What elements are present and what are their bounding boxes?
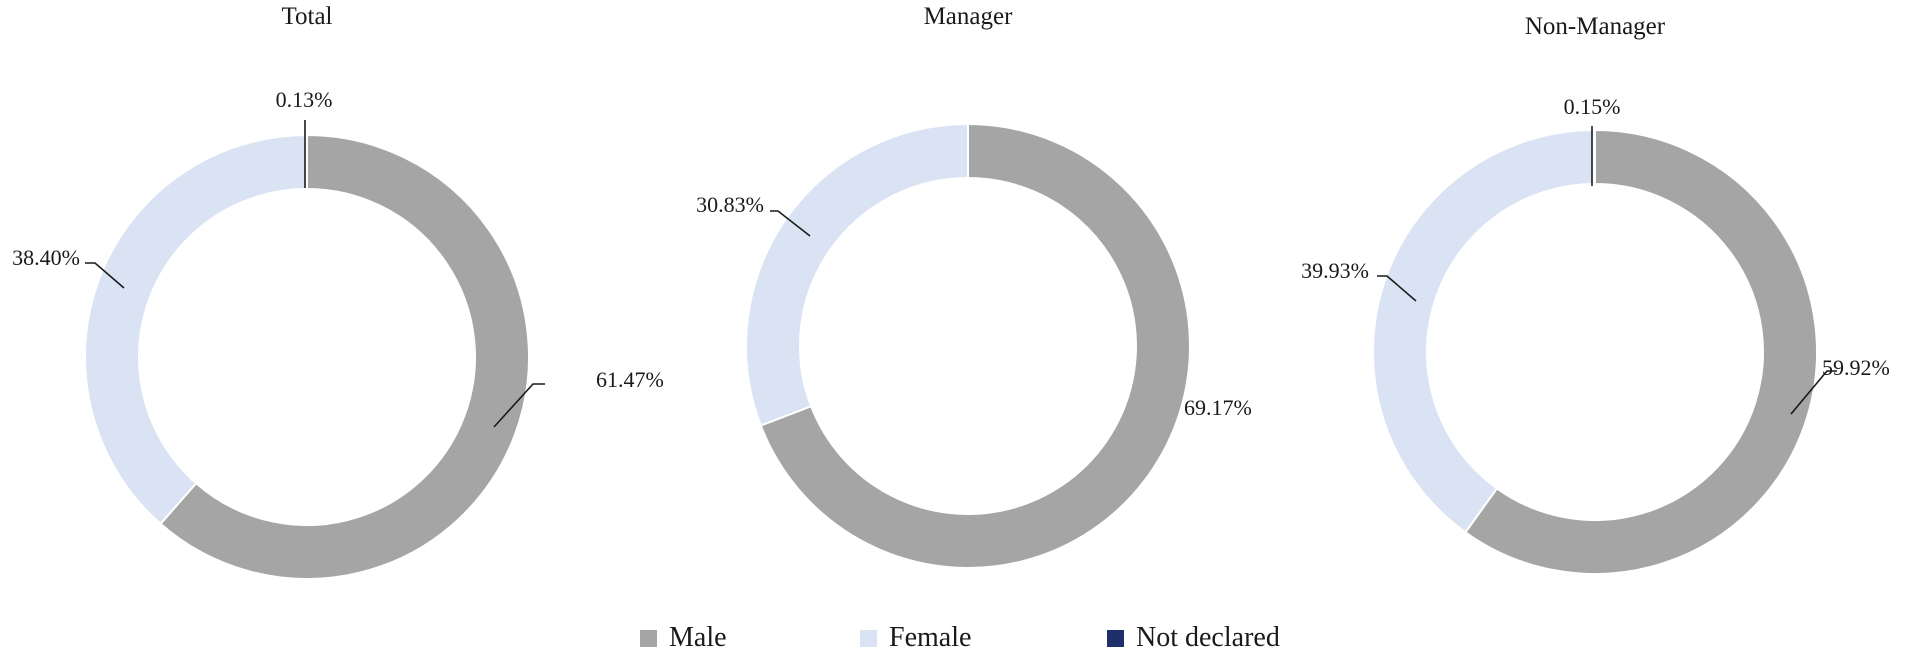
legend: Male Female Not declared	[0, 622, 1923, 664]
data-label-total-male: 61.47%	[596, 367, 664, 392]
data-label-manager-male: 69.17%	[1184, 395, 1252, 420]
data-label-non-manager-female: 39.93%	[1301, 258, 1369, 283]
slice-non-manager-female	[1372, 128, 1595, 534]
slice-total-female	[84, 133, 307, 526]
data-label-non-manager-male: 59.92%	[1822, 355, 1890, 380]
chart-title-non-manager: Non-Manager	[1524, 13, 1666, 40]
legend-label-male: Male	[669, 622, 727, 653]
legend-swatch-male	[640, 629, 657, 647]
chart-title-total: Total	[281, 3, 333, 30]
legend-item-female: Female	[860, 622, 971, 654]
legend-label-not-declared: Not declared	[1136, 622, 1280, 653]
legend-item-male: Male	[640, 622, 727, 654]
chart-title-manager: Manager	[923, 3, 1013, 30]
legend-swatch-female	[860, 629, 877, 647]
slice-manager-female	[745, 122, 969, 427]
donut-charts-svg: 61.47% 38.40% 0.13% 69.17% 30.83% 59.92% 39.93…	[12, 87, 1890, 580]
legend-item-not-declared: Not declared	[1107, 622, 1280, 654]
slice-non-manager-male	[1464, 128, 1818, 575]
data-label-manager-female: 30.83%	[696, 192, 764, 217]
legend-swatch-not-declared	[1107, 629, 1124, 647]
data-label-total-female: 38.40%	[12, 245, 80, 270]
slice-total-male	[159, 133, 530, 580]
leader-line-manager-female	[770, 210, 811, 237]
data-label-total-not-declared: 0.13%	[276, 87, 333, 112]
leader-line-total-male	[493, 383, 545, 428]
slice-manager-male	[759, 122, 1191, 569]
leader-line-non-manager-male	[1790, 370, 1837, 415]
legend-label-female: Female	[889, 622, 972, 653]
leader-line-non-manager-female	[1377, 275, 1417, 302]
leader-line-total-female	[85, 262, 125, 289]
slice-non-manager-not-declared	[1591, 128, 1596, 186]
data-label-non-manager-not-declared: 0.15%	[1564, 94, 1621, 119]
